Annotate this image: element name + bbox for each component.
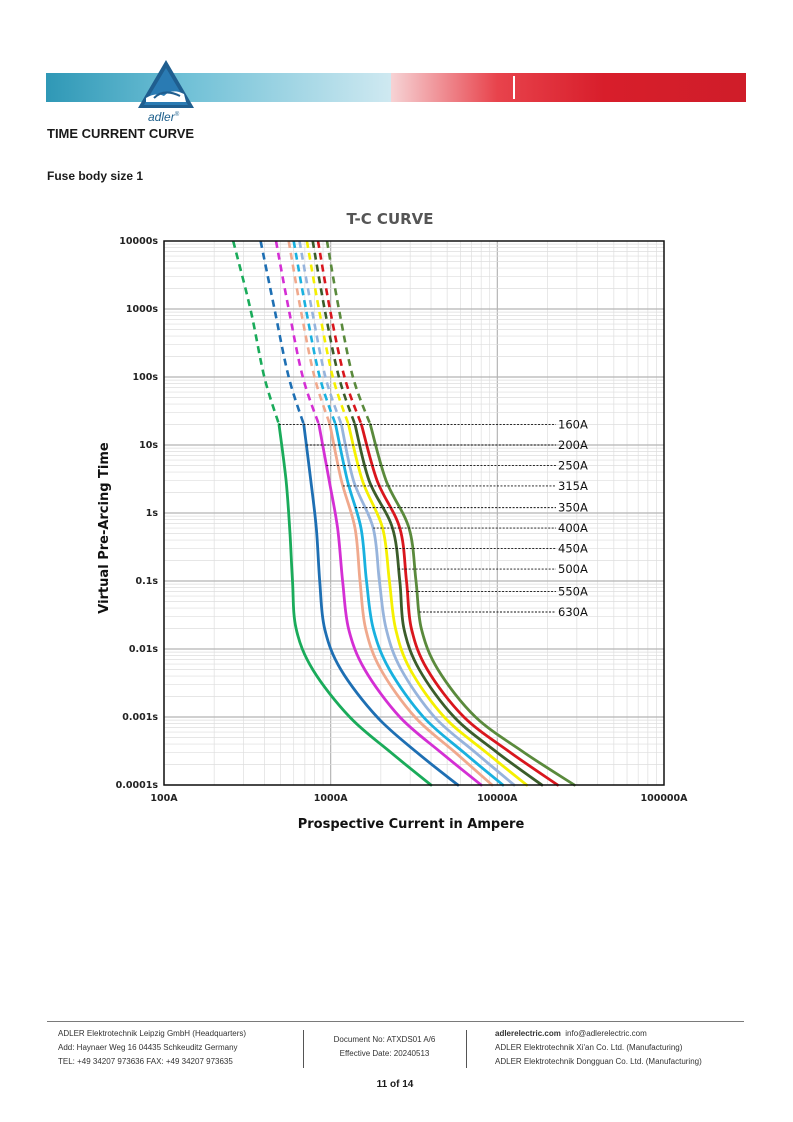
curve-400a — [340, 423, 516, 787]
curve-450a — [347, 423, 529, 787]
document-title: TIME CURRENT CURVE — [47, 126, 195, 141]
curve-label-200a: 200A — [558, 438, 588, 452]
curve-label-400a: 400A — [558, 521, 588, 535]
footer-separator — [466, 1030, 467, 1068]
curve-160a — [277, 423, 433, 787]
header-blue-band — [46, 73, 391, 102]
y-tick-label: 0.1s — [136, 576, 159, 587]
footer-contact: TEL: +49 34207 973636 FAX: +49 34207 973… — [58, 1057, 233, 1066]
chart-tick-labels: 100A 1000A 10000A 100000A 0.0001s 0.001s 0.01s… — [116, 236, 688, 804]
y-tick-label: 10000s — [119, 236, 158, 247]
y-axis-label: Virtual Pre-Arcing Time — [97, 442, 112, 614]
x-tick-label: 1000A — [314, 793, 348, 804]
curve-label-550a: 550A — [558, 585, 588, 599]
chart-title: T-C CURVE — [346, 210, 433, 228]
plot-frame — [163, 240, 665, 786]
curve-550a — [360, 423, 559, 787]
header-red-band — [391, 73, 746, 102]
curve-label-630a: 630A — [558, 605, 588, 619]
y-tick-label: 10s — [139, 440, 158, 451]
product-name: ESS FUSE LINKS — [484, 5, 624, 24]
footer-address: Add: Haynaer Weg 16 04435 Schkeuditz Ger… — [58, 1043, 238, 1052]
y-tick-label: 0.01s — [129, 644, 158, 655]
logo-wordmark: adler® — [148, 110, 180, 124]
chart-grid — [163, 241, 664, 786]
chart-leaders: 160A 200A 250A 315A 350A 400A 450A 500A 550A 630A — [279, 418, 588, 619]
curve-label-160a: 160A — [558, 418, 588, 432]
footer-locations: adlerelectric.com info@adlerelectric.com… — [495, 1027, 745, 1069]
curve-dashed-250a — [274, 240, 321, 425]
curve-label-250a: 250A — [558, 458, 588, 472]
header-band — [46, 73, 746, 102]
footer-email[interactable]: info@adlerelectric.com — [565, 1029, 647, 1038]
curve-label-450a: 450A — [558, 542, 588, 556]
curve-label-350a: 350A — [558, 501, 588, 515]
curve-200a — [302, 423, 460, 787]
y-tick-label: 100s — [133, 372, 159, 383]
section-title: Fuse body size 1 — [47, 169, 144, 183]
chart-curves — [231, 240, 576, 787]
product-code: PU — [414, 4, 441, 25]
curve-630a — [368, 423, 576, 787]
y-tick-label: 1000s — [126, 304, 158, 315]
curve-250a — [317, 423, 483, 787]
curve-label-315a: 315A — [558, 479, 588, 493]
footer-effective-date: Effective Date: 20240513 — [339, 1049, 430, 1058]
header-divider — [513, 76, 515, 99]
x-tick-label: 10000A — [477, 793, 518, 804]
curve-dashed-315a — [287, 240, 332, 425]
y-tick-label: 1s — [146, 508, 159, 519]
footer-separator — [303, 1030, 304, 1068]
footer-document-no: Document No: ATXDS01 A/6 — [333, 1035, 436, 1044]
curve-315a — [328, 423, 494, 787]
page-number: 11 of 14 — [376, 1079, 414, 1090]
tc-curve-chart: 160A 200A 250A 315A 350A 400A 450A 500A 550A 630A… — [97, 210, 688, 832]
curve-500a — [353, 423, 544, 787]
y-tick-label: 0.0001s — [116, 780, 159, 791]
x-tick-label: 100000A — [640, 793, 688, 804]
footer-rule — [47, 1021, 744, 1022]
curve-dashed-200a — [259, 240, 306, 425]
footer-company-hq: ADLER Elektrotechnik Leipzig GmbH (Headq… — [58, 1029, 247, 1038]
curve-dashed-400a — [298, 240, 343, 425]
curve-dashed-450a — [305, 240, 350, 425]
footer-company: ADLER Elektrotechnik Leipzig GmbH (Headq… — [58, 1027, 298, 1069]
curve-dashed-160a — [231, 240, 281, 425]
x-tick-label: 100A — [150, 793, 178, 804]
footer-xian: ADLER Elektrotechnik Xi'an Co. Ltd. (Man… — [495, 1043, 683, 1052]
curve-dashed-550a — [316, 240, 363, 425]
footer-document: Document No: ATXDS01 A/6 Effective Date:… — [312, 1033, 457, 1061]
adler-logo-icon — [138, 60, 194, 108]
x-axis-label: Prospective Current in Ampere — [298, 817, 525, 832]
curve-dashed-500a — [311, 240, 357, 425]
curve-350a — [334, 423, 505, 787]
y-tick-label: 0.001s — [122, 712, 158, 723]
footer-dongguan: ADLER Elektrotechnik Dongguan Co. Ltd. (… — [495, 1057, 702, 1066]
curve-dashed-350a — [292, 240, 337, 425]
curve-dashed-630a — [325, 240, 372, 425]
curve-label-500a: 500A — [558, 562, 588, 576]
footer-website[interactable]: adlerelectric.com — [495, 1029, 561, 1038]
